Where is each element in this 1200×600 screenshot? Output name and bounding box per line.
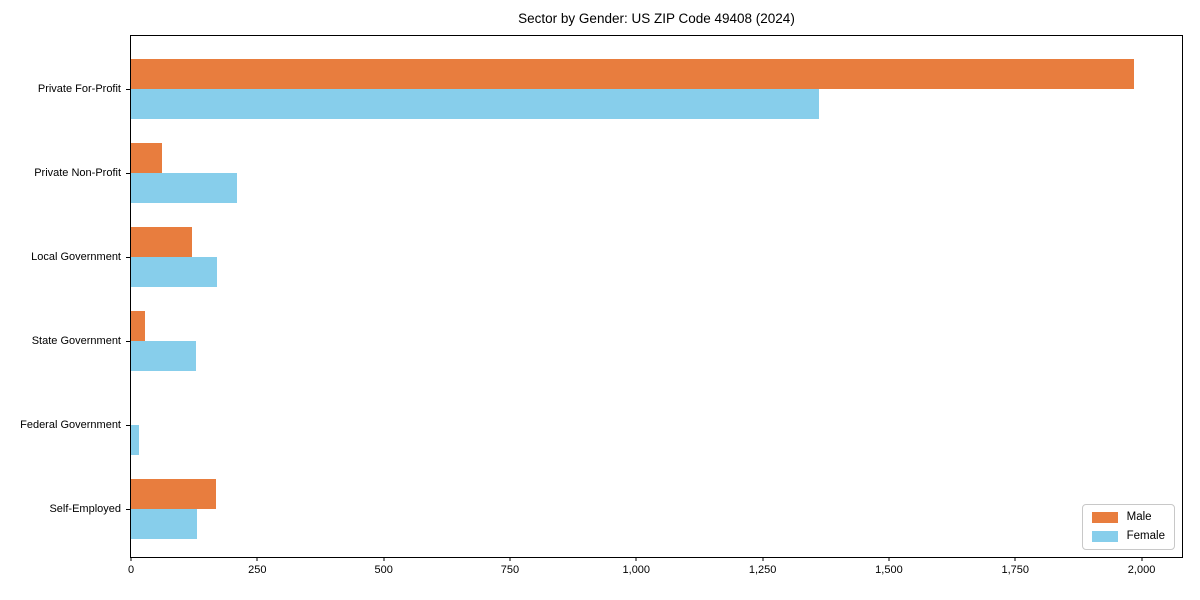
xtick-label-1-750: 1,750 xyxy=(1001,564,1030,576)
bar-male-state-government xyxy=(131,311,146,341)
bar-male-private-for-profit xyxy=(131,59,1134,89)
bar-stack-self-employed xyxy=(131,479,1182,539)
xtick-mark-1-500 xyxy=(888,557,890,561)
bar-stack-private-for-profit xyxy=(131,59,1182,119)
xtick-mark-250 xyxy=(256,557,258,561)
ytick-mark-local-government xyxy=(126,257,131,258)
bar-female-private-non-profit xyxy=(131,173,238,203)
ytick-mark-private-for-profit xyxy=(126,89,131,90)
category-row-self-employed: Self-Employed xyxy=(49,467,1182,551)
xtick-label-500: 500 xyxy=(374,564,393,576)
plot-area: Private For-Profit Private Non-Profit Loca… xyxy=(20,35,1183,576)
bar-female-local-government xyxy=(131,257,218,287)
ytick-mark-federal-government xyxy=(126,425,131,426)
legend-swatch-male xyxy=(1091,512,1118,524)
xtick-mark-1-250 xyxy=(762,557,764,561)
category-row-federal-government: Federal Government xyxy=(20,383,1182,467)
ytick-label-local-government: Local Government xyxy=(31,251,121,263)
xtick-label-1-000: 1,000 xyxy=(622,564,651,576)
ytick-mark-private-non-profit xyxy=(126,173,131,174)
category-row-private-for-profit: Private For-Profit xyxy=(38,47,1182,131)
ytick-label-self-employed: Self-Employed xyxy=(49,503,121,515)
legend-item-female: Female xyxy=(1091,529,1165,543)
ytick-label-federal-government: Federal Government xyxy=(20,419,121,431)
category-rows: Private For-Profit Private Non-Profit Loca… xyxy=(20,47,1182,551)
bar-female-state-government xyxy=(131,341,196,371)
legend-label-female: Female xyxy=(1126,529,1165,542)
xtick-mark-500 xyxy=(383,557,385,561)
legend: Male Female xyxy=(1081,504,1175,550)
xtick-mark-2-000 xyxy=(1141,557,1143,561)
ytick-label-state-government: State Government xyxy=(31,335,121,347)
xtick-label-0: 0 xyxy=(127,564,135,576)
xtick-label-750: 750 xyxy=(500,564,520,576)
category-row-local-government: Local Government xyxy=(31,215,1182,299)
bar-stack-state-government xyxy=(131,311,1182,371)
category-row-state-government: State Government xyxy=(32,299,1182,383)
bar-female-self-employed xyxy=(131,509,197,539)
ytick-mark-state-government xyxy=(126,341,131,342)
legend-item-male: Male xyxy=(1091,511,1165,524)
bar-female-federal-government xyxy=(131,425,140,455)
bar-stack-private-non-profit xyxy=(131,143,1182,203)
ytick-label-private-non-profit: Private Non-Profit xyxy=(34,167,121,179)
bar-stack-federal-government xyxy=(131,395,1182,455)
xtick-label-1-250: 1,250 xyxy=(748,564,777,576)
ytick-label-private-for-profit: Private For-Profit xyxy=(37,83,121,95)
xtick-mark-1-750 xyxy=(1014,557,1016,561)
category-row-private-non-profit: Private Non-Profit xyxy=(34,131,1182,215)
bar-male-private-non-profit xyxy=(131,143,163,173)
xtick-label-2-000: 2,000 xyxy=(1127,564,1156,576)
chart-title: Sector by Gender: US ZIP Code 49408 (202… xyxy=(518,11,795,26)
bar-male-local-government xyxy=(131,227,193,257)
bar-stack-local-government xyxy=(131,227,1182,287)
bar-male-self-employed xyxy=(131,479,217,509)
ytick-mark-self-employed xyxy=(126,509,131,510)
xtick-mark-1-000 xyxy=(635,557,637,561)
xtick-mark-0 xyxy=(130,557,132,561)
xtick-label-250: 250 xyxy=(248,564,267,576)
legend-label-male: Male xyxy=(1126,511,1152,523)
bar-female-private-for-profit xyxy=(131,89,820,119)
xtick-mark-750 xyxy=(509,557,511,561)
xtick-label-1-500: 1,500 xyxy=(875,564,903,576)
legend-swatch-female xyxy=(1091,530,1118,542)
